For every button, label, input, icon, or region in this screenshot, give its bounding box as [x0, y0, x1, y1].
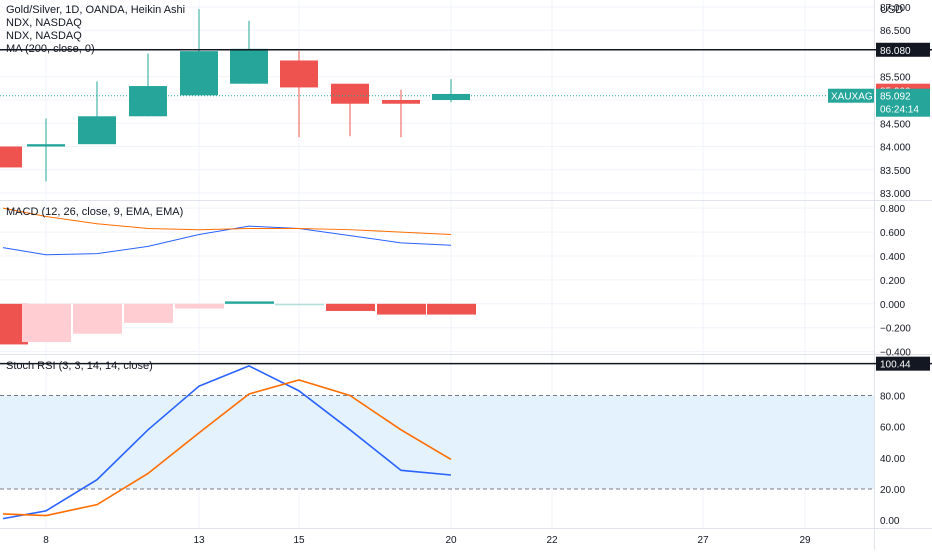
stoch-tick-label: 0.00	[880, 516, 900, 527]
macd-histogram-bar	[22, 303, 71, 343]
candle-body	[27, 144, 65, 147]
symbol-title: Gold/Silver, 1D, OANDA, Heikin Ashi	[6, 4, 186, 16]
stoch-d-line	[2, 379, 452, 517]
macd-tick-label: 0.800	[880, 204, 905, 215]
macd-tick-label: 0.200	[880, 276, 905, 287]
candle-up	[78, 81, 116, 145]
candle-body	[129, 86, 167, 117]
stoch-rsi-legend: Stoch RSI (3, 3, 14, 14, close)	[6, 360, 153, 372]
price-tick-label: 86.500	[880, 26, 911, 37]
price-tick-label: 83.000	[880, 189, 911, 200]
candle-body	[180, 51, 218, 96]
price-tick-label: 83.500	[880, 166, 911, 177]
candle-body	[0, 146, 22, 168]
candle-down	[331, 83, 369, 137]
price-tick-label: 87.000	[880, 3, 911, 14]
stoch-rsi-pane[interactable]	[0, 362, 932, 520]
stoch-line-price-tag	[876, 356, 930, 371]
current-price-tag	[876, 88, 930, 117]
stoch-line-price-label: 100.44	[880, 360, 911, 371]
price-tick-label: 84.500	[880, 119, 911, 130]
legend-line-ndx-1: NDX, NASDAQ	[6, 17, 82, 29]
time-tick-label: 20	[445, 535, 457, 546]
candle-up	[180, 9, 218, 96]
time-axis[interactable]: 8 13 15 20 22 27 29	[43, 535, 811, 546]
price-pane[interactable]	[0, 9, 932, 182]
horizontal-line-price-tag	[876, 42, 930, 57]
candle-down	[280, 51, 318, 138]
macd-histogram-bar	[326, 303, 375, 311]
horizontal-line-price-label: 86.080	[880, 46, 911, 57]
candle-up	[129, 53, 167, 117]
macd-histogram-bar	[275, 303, 324, 306]
macd-histogram-bar	[225, 301, 274, 304]
stoch-tick-label: 40.00	[880, 454, 905, 465]
candle-up	[230, 20, 268, 84]
macd-tick-label: 0.000	[880, 300, 905, 311]
price-axis[interactable]: 83.00083.50084.00084.50085.00085.50086.5…	[828, 3, 930, 527]
stoch-tick-label: 80.00	[880, 392, 905, 403]
candle-body	[280, 60, 318, 88]
price-tick-label: 85.500	[880, 73, 911, 84]
price-tick-label: 84.000	[880, 143, 911, 154]
candle-body	[331, 83, 369, 104]
candle-body	[78, 116, 116, 145]
macd-histogram-bar	[73, 303, 122, 334]
countdown-label: 06:24:14	[880, 105, 919, 116]
candle-down	[0, 146, 22, 168]
stoch-k-line	[2, 365, 452, 520]
signal-line	[2, 207, 452, 235]
current-price-label: 85.092	[880, 92, 911, 103]
macd-histogram-bar	[377, 303, 426, 315]
main-legend: Gold/Silver, 1D, OANDA, Heikin Ashi NDX,…	[6, 4, 185, 56]
currency-label: USD	[880, 4, 904, 16]
stoch-band-fill	[0, 395, 874, 490]
macd-tick-label: 0.600	[880, 228, 905, 239]
stoch-tick-label: 20.00	[880, 485, 905, 496]
candle-body	[382, 100, 420, 104]
candle-body	[230, 48, 268, 84]
macd-line	[2, 225, 452, 256]
time-tick-label: 22	[546, 535, 558, 546]
macd-legend: MACD (12, 26, close, 9, EMA, EMA)	[6, 206, 184, 218]
symbol-tag-label: XAUXAG	[831, 92, 873, 103]
time-tick-label: 29	[799, 535, 811, 546]
candle-up	[432, 79, 470, 103]
macd-histogram-bar	[427, 303, 476, 315]
time-tick-label: 8	[43, 535, 49, 546]
legend-line-ndx-2: NDX, NASDAQ	[6, 30, 82, 42]
macd-histogram-bar	[124, 303, 173, 323]
stoch-tick-label: 60.00	[880, 423, 905, 434]
macd-tick-label: 0.400	[880, 252, 905, 263]
macd-histogram-bar	[175, 303, 224, 309]
macd-pane[interactable]	[0, 207, 476, 345]
macd-tick-label: −0.400	[880, 348, 911, 359]
candle-up	[27, 118, 65, 182]
legend-line-ma: MA (200, close, 0)	[6, 43, 95, 55]
macd-tick-label: −0.200	[880, 324, 911, 335]
candle-body	[432, 93, 470, 100]
time-tick-label: 15	[293, 535, 305, 546]
time-tick-label: 13	[193, 535, 205, 546]
candle-down	[382, 89, 420, 138]
time-tick-label: 27	[697, 535, 709, 546]
symbol-tag	[828, 88, 874, 103]
